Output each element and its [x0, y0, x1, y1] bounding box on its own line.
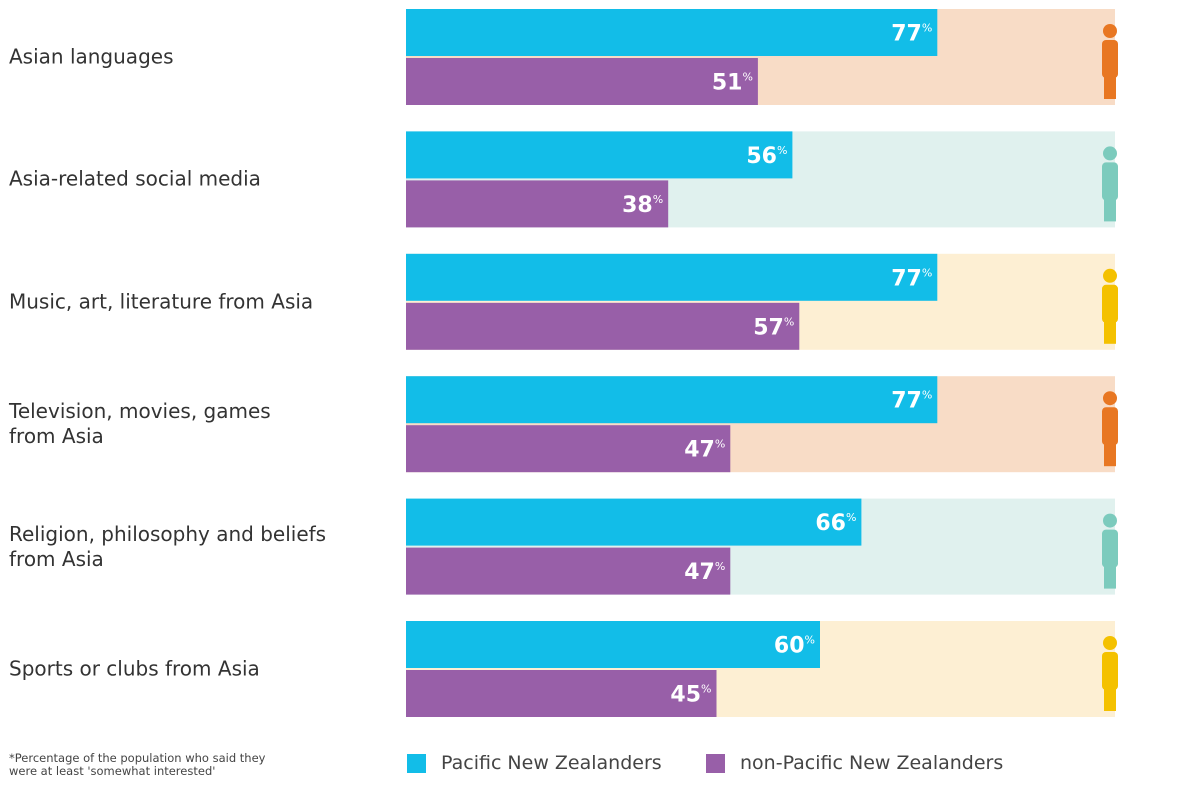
- bar: [406, 9, 938, 56]
- category-label: Asian languages: [9, 44, 174, 69]
- icon: [1103, 268, 1117, 283]
- legend-swatch: [407, 754, 426, 773]
- bar: [406, 180, 669, 228]
- icon: [1102, 407, 1118, 446]
- category-label: Religion, philosophy and beliefs from As…: [9, 521, 327, 571]
- value-label: 66%: [815, 511, 856, 536]
- bar: [406, 376, 938, 424]
- value-label: 51%: [712, 71, 753, 96]
- icon: [1104, 566, 1116, 589]
- legend-label: non-Pacific New Zealanders: [740, 752, 1004, 774]
- bar: [406, 253, 938, 301]
- legend-swatch: [706, 754, 725, 773]
- icon: [1104, 77, 1116, 99]
- icon: [1104, 444, 1116, 467]
- bar: [406, 498, 862, 546]
- bar: [406, 425, 731, 473]
- icon: [1104, 689, 1116, 711]
- bar: [406, 58, 758, 105]
- value-label: 77%: [891, 389, 932, 414]
- category-label: Asia-related social media: [9, 166, 261, 191]
- value-label: 47%: [684, 560, 725, 585]
- category-label: Music, art, literature from Asia: [9, 289, 314, 314]
- bar: [406, 670, 717, 717]
- icon: [1102, 162, 1118, 201]
- icon: [1103, 146, 1117, 161]
- icon: [1103, 391, 1117, 406]
- value-label: 77%: [891, 266, 932, 291]
- icon: [1103, 24, 1117, 38]
- bar: [406, 131, 793, 179]
- bar: [406, 547, 731, 595]
- value-label: 38%: [622, 193, 663, 218]
- category-label: Television, movies, games from Asia: [9, 399, 271, 449]
- icon: [1103, 636, 1117, 650]
- icon: [1102, 284, 1118, 323]
- icon: [1102, 652, 1118, 690]
- value-label: 60%: [774, 634, 815, 659]
- icon: [1102, 529, 1118, 568]
- category-label: Sports or clubs from Asia: [9, 656, 260, 681]
- icon: [1104, 321, 1116, 344]
- icon: [1103, 513, 1117, 528]
- footnote: *Percentage of the population who said t…: [9, 751, 266, 778]
- value-label: 77%: [891, 22, 932, 47]
- icon: [1102, 40, 1118, 78]
- value-label: 47%: [684, 438, 725, 463]
- legend-label: Pacific New Zealanders: [441, 752, 662, 774]
- value-label: 57%: [753, 315, 794, 340]
- value-label: 45%: [670, 683, 711, 708]
- bar: [406, 302, 800, 350]
- value-label: 56%: [746, 144, 787, 169]
- icon: [1104, 199, 1116, 222]
- bar: [406, 621, 820, 668]
